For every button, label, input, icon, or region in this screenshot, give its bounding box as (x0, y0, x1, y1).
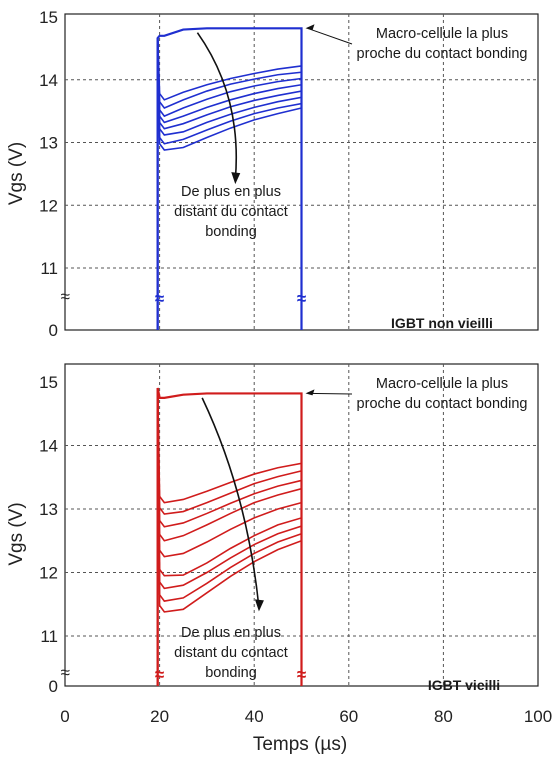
y-tick-label: 13 (39, 134, 58, 153)
annotation-top-text: proche du contact bonding (357, 396, 528, 412)
annotation-bottom-text: bonding (205, 224, 257, 240)
x-tick-label: 40 (245, 707, 264, 726)
annotation-bottom-text: De plus en plus (181, 184, 281, 200)
pulse-break-mark: ≈ (155, 289, 164, 308)
series-line (156, 387, 303, 686)
annotation-bottom-text: De plus en plus (181, 625, 281, 641)
series-line-closest-cell (156, 387, 303, 686)
y-tick-label-zero: 0 (49, 677, 58, 696)
annotation-bottom-text: distant du contact (174, 645, 288, 661)
x-axis-label: Temps (µs) (253, 734, 347, 755)
panel-tag: IGBT non vieilli (391, 315, 493, 331)
y-tick-label: 15 (39, 373, 58, 392)
y-tick-label: 11 (40, 259, 58, 278)
pulse-break-mark: ≈ (297, 289, 306, 308)
annotation-arrowhead-top (305, 389, 315, 396)
y-tick-label: 15 (39, 8, 58, 27)
y-axis-label: Vgs (V) (6, 502, 27, 565)
y-tick-label: 14 (39, 437, 58, 456)
annotation-top-text: Macro-cellule la plus (376, 26, 508, 42)
x-tick-label: 80 (434, 707, 453, 726)
y-axis-label: Vgs (V) (6, 142, 27, 205)
y-tick-label: 11 (40, 627, 58, 646)
annotation-arrow-top (307, 27, 353, 45)
annotation-top-text: proche du contact bonding (357, 46, 528, 62)
pulse-break-mark: ≈ (297, 665, 306, 684)
annotation-arrow-bottom (196, 32, 238, 181)
panel-tag: IGBT vieilli (428, 677, 500, 693)
y-tick-label: 13 (39, 500, 58, 519)
x-tick-label: 100 (524, 707, 552, 726)
annotation-top-text: Macro-cellule la plus (376, 376, 508, 392)
axis-break-mark: ≈ (61, 287, 70, 306)
axis-break-mark: ≈ (61, 663, 70, 682)
series-line (156, 387, 303, 686)
series-line (156, 37, 303, 330)
pulse-break-mark: ≈ (155, 665, 164, 684)
x-tick-label: 0 (60, 707, 69, 726)
annotation-arrowhead-top (305, 24, 315, 31)
annotation-arrow-bottom (201, 397, 260, 608)
annotation-arrow-top (307, 392, 353, 395)
annotation-bottom-text: bonding (205, 665, 257, 681)
y-tick-label: 14 (39, 71, 58, 90)
x-tick-label: 20 (150, 707, 169, 726)
annotation-arrowhead-bottom (254, 599, 264, 612)
annotation-arrowhead-bottom (231, 172, 241, 185)
x-tick-label: 60 (339, 707, 358, 726)
y-tick-label: 12 (39, 564, 58, 583)
y-tick-label-zero: 0 (49, 321, 58, 340)
series-line-closest-cell (156, 27, 303, 330)
annotation-bottom-text: distant du contact (174, 204, 288, 220)
y-tick-label: 12 (39, 196, 58, 215)
